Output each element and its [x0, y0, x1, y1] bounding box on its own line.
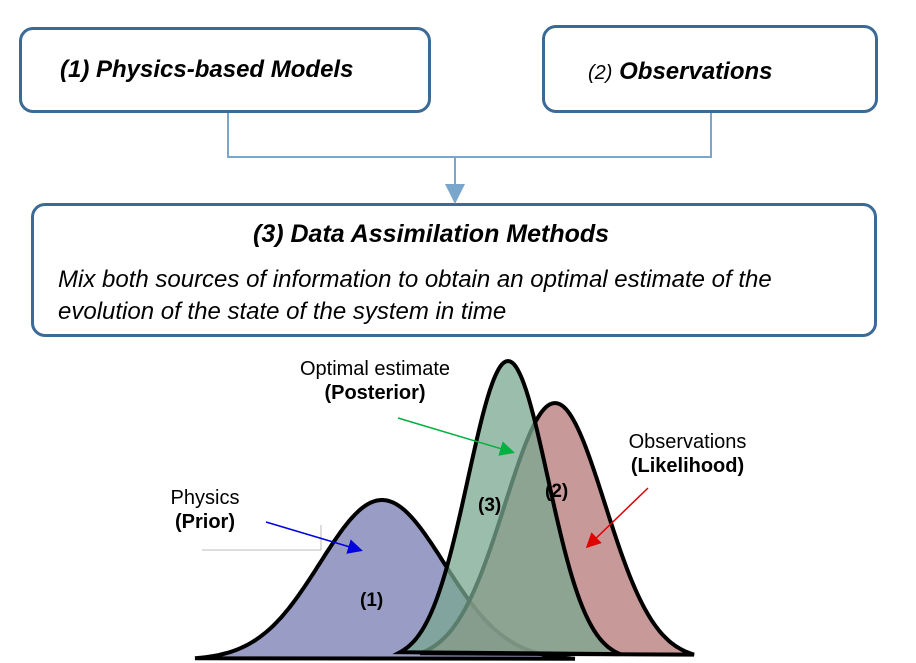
- prior-label: Physics (Prior): [155, 486, 255, 534]
- prior-arrow: [265, 521, 363, 554]
- physics-models-label: (1) Physics-based Models: [60, 56, 354, 83]
- posterior-label: Optimal estimate (Posterior): [270, 357, 480, 405]
- likelihood-line1: Observations: [628, 431, 747, 453]
- connector-lines: [227, 113, 712, 158]
- data-assimilation-title: (3) Data Assimilation Methods: [253, 220, 610, 248]
- posterior-line1: Optimal estimate: [299, 358, 451, 380]
- data-assimilation-description: Mix both sources of information to obtai…: [58, 266, 772, 325]
- curve-label-3: (3): [478, 495, 502, 516]
- likelihood-arrow: [585, 487, 649, 549]
- physics-models-box: [19, 27, 431, 113]
- prior-line2: (Prior): [175, 511, 235, 533]
- guide-line: [202, 525, 322, 551]
- observations-title: (2) Observations: [588, 58, 773, 86]
- prior-line1: Physics: [170, 487, 240, 509]
- posterior-line2: (Posterior): [324, 382, 426, 404]
- observations-box: [542, 25, 878, 113]
- posterior-curve: [392, 358, 621, 657]
- curve-label-1: (1): [360, 590, 384, 611]
- posterior-arrow: [397, 417, 515, 456]
- observations-number: (2): [588, 62, 613, 84]
- likelihood-label: Observations (Likelihood): [600, 430, 775, 478]
- observations-label: Observations: [619, 58, 773, 85]
- data-assimilation-box: [31, 203, 877, 337]
- curve-label-2: (2): [545, 481, 569, 502]
- likelihood-line2: (Likelihood): [630, 455, 745, 477]
